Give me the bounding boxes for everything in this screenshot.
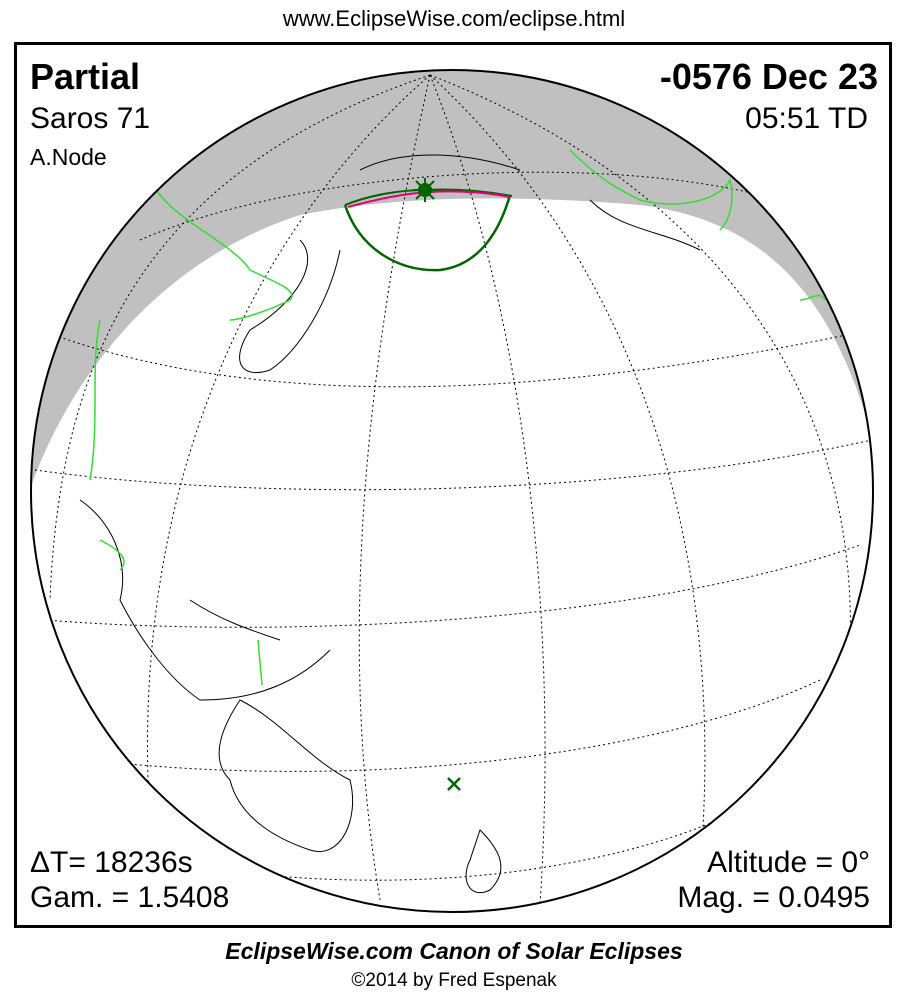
delta-t: ΔT= 18236s (30, 846, 193, 879)
magnitude: Mag. = 0.0495 (677, 881, 870, 914)
altitude: Altitude = 0° (707, 846, 870, 879)
url-header: www.EclipseWise.com/eclipse.html (282, 6, 626, 31)
night-region (31, 70, 873, 520)
eclipse-type: Partial (30, 56, 141, 97)
sun-icon (413, 178, 437, 202)
graticule (34, 74, 873, 906)
node-label: A.Node (30, 144, 107, 170)
eclipse-date: -0576 Dec 23 (659, 56, 878, 97)
coastlines (79, 154, 701, 894)
gamma: Gam. = 1.5408 (30, 881, 230, 914)
political-borders (89, 149, 826, 686)
saros-label: Saros 71 (30, 102, 151, 135)
eclipse-limit-curve (343, 194, 512, 272)
x-icon (447, 777, 461, 791)
footer-title: EclipseWise.com Canon of Solar Eclipses (225, 938, 683, 964)
globe-outline (30, 69, 874, 913)
map-frame (14, 42, 892, 928)
eclipse-time: 05:51 TD (745, 102, 868, 135)
footer-copyright: ©2014 by Fred Espenak (351, 970, 557, 991)
